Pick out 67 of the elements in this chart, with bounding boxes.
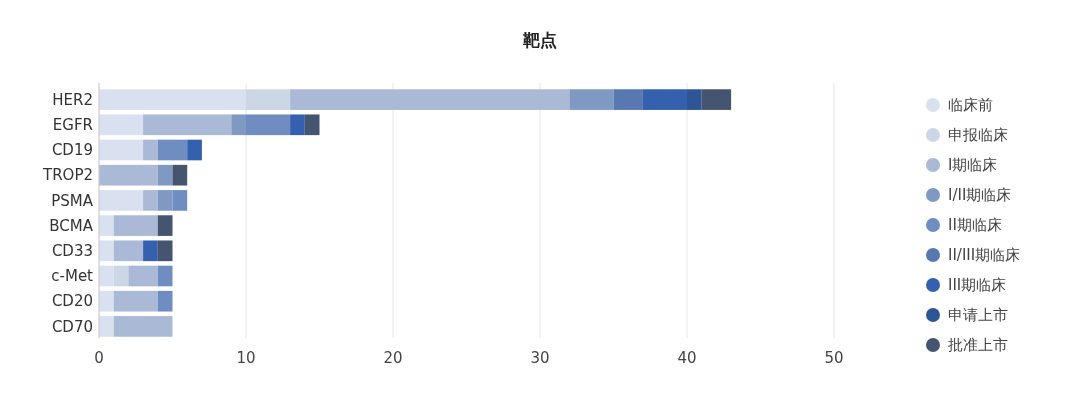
bar [304,114,320,136]
bar [113,240,144,262]
y-tick-label: CD33 [51,242,93,261]
bar [99,290,114,312]
bar [246,114,291,136]
bar [246,89,291,110]
bar [143,139,158,161]
bar [687,89,702,110]
bar [172,164,188,186]
bar [157,139,188,161]
bar [128,265,158,287]
bar [172,190,188,211]
bar [113,290,158,312]
bar [143,114,232,136]
bar [157,164,173,186]
bar [113,265,129,287]
bar [187,139,202,161]
bar [99,240,114,262]
bar [613,89,643,110]
x-tick-label: 0 [94,349,104,367]
legend-label: II/III期临床 [948,246,1021,265]
bar [157,265,173,287]
y-tick-label: PSMA [51,191,94,210]
bar [157,190,173,211]
legend-label: I/II期临床 [948,186,1012,205]
y-tick-label: BCMA [49,216,94,235]
bar [99,139,144,161]
bar [99,316,114,337]
bar [701,89,732,110]
legend-label: II期临床 [948,216,1002,235]
bar [113,316,173,337]
legend-label: 申报临床 [948,126,1008,145]
bar [157,290,173,312]
bar [143,240,158,262]
x-tick-label: 30 [530,349,550,367]
bar [99,89,246,110]
bar [99,265,114,287]
y-tick-label: HER2 [52,90,93,109]
bar [99,190,144,211]
y-tick-label: CD19 [51,141,93,160]
bar [290,89,570,110]
bar [642,89,687,110]
chart-title: 靶点 [522,30,557,50]
legend-label: 申请上市 [948,306,1008,325]
bar [231,114,246,136]
y-tick-label: EGFR [52,116,93,135]
bar [113,215,158,236]
bar [569,89,614,110]
legend-label: III期临床 [948,276,1007,295]
bar [143,190,158,211]
bar [99,164,158,186]
legend-label: I期临床 [948,156,998,175]
x-tick-label: 10 [236,349,256,367]
y-tick-label: CD70 [51,317,93,336]
bar [157,240,173,262]
x-tick-label: 40 [677,349,697,367]
bar [99,114,144,136]
y-tick-label: c-Met [51,267,94,286]
x-tick-label: 50 [824,349,844,367]
y-tick-label: CD20 [51,292,93,311]
y-tick-label: TROP2 [42,166,93,185]
bar [157,215,173,236]
bar [99,215,114,236]
legend-label: 批准上市 [948,336,1008,355]
x-tick-label: 20 [383,349,403,367]
legend-label: 临床前 [948,96,993,115]
bar [290,114,305,136]
